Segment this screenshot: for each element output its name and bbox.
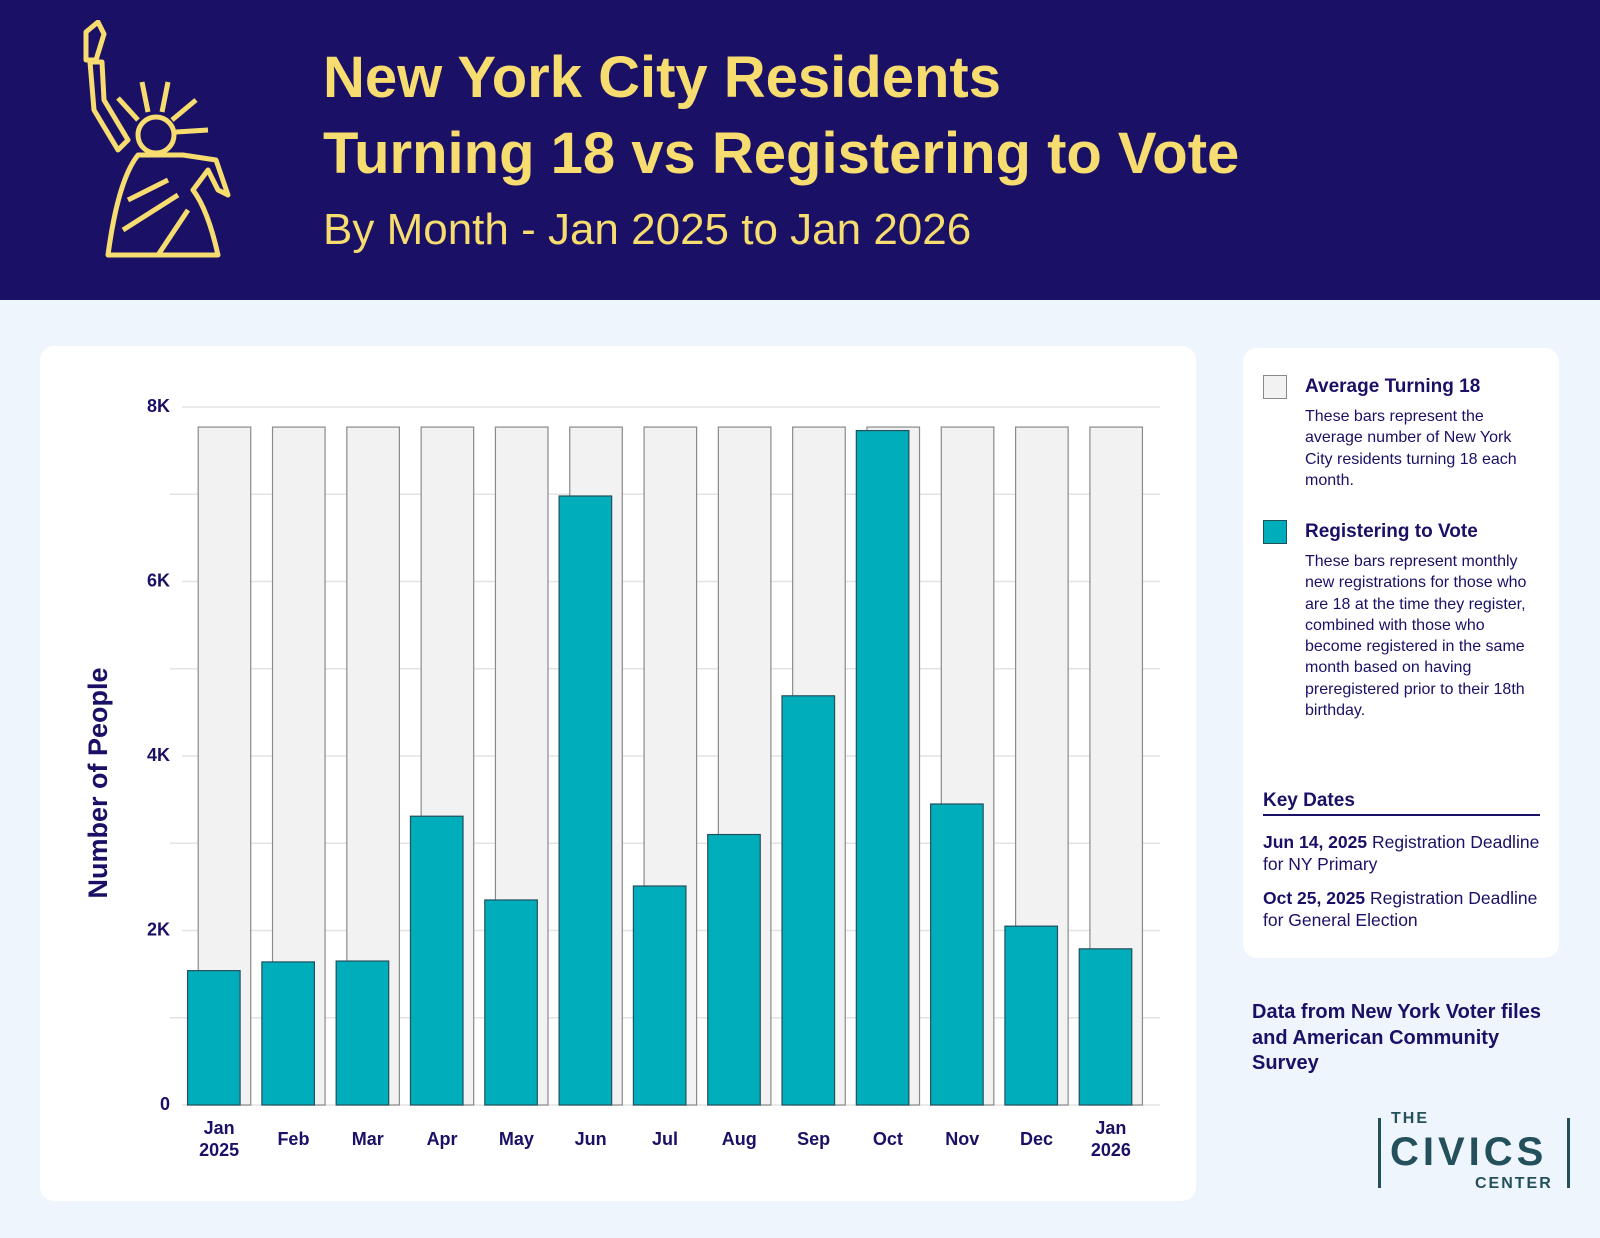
bar: [409, 815, 464, 1106]
bar: [1004, 925, 1059, 1106]
bar: [186, 970, 241, 1106]
x-tick-label: Apr: [426, 1129, 458, 1149]
x-tick-label: Jun: [574, 1129, 607, 1149]
x-tick-label: Oct: [872, 1129, 903, 1149]
logo-text: CIVICS: [1390, 1130, 1548, 1174]
legend-label: Average Turning 18: [1305, 376, 1481, 397]
bar: [335, 960, 390, 1106]
chart-subtitle: By Month - Jan 2025 to Jan 2026: [323, 205, 972, 254]
y-tick-label: 0: [160, 1094, 170, 1114]
bar: [632, 885, 687, 1106]
key-date-text: Registration Deadline for NY Primary: [1263, 832, 1540, 874]
bar: [558, 495, 613, 1106]
x-tick-label: May: [498, 1129, 534, 1149]
x-tick-label: Dec: [1020, 1129, 1054, 1149]
y-tick-label: 6K: [147, 570, 170, 590]
x-tick-label: Jul: [651, 1129, 678, 1149]
legend-swatch: [1263, 520, 1287, 544]
bar: [855, 429, 910, 1106]
key-date: Jun 14, 2025 Registration Deadline for N…: [1263, 832, 1548, 875]
logo-frame: [1378, 1118, 1570, 1188]
x-tick-label: Jan 2026: [1090, 1118, 1131, 1160]
y-axis-label: Number of People: [83, 667, 113, 898]
legend-card: [1243, 348, 1559, 958]
x-tick-label: Aug: [721, 1129, 757, 1149]
key-dates-title: Key Dates: [1263, 790, 1540, 816]
bar: [1078, 948, 1133, 1106]
chart-title: Turning 18 vs Registering to Vote: [323, 121, 1240, 186]
key-date: Oct 25, 2025 Registration Deadline for G…: [1263, 888, 1548, 931]
header: New York City Residents Turning 18 vs Re…: [0, 0, 1600, 300]
bar: [261, 961, 316, 1106]
y-tick-label: 2K: [147, 919, 170, 939]
bar: [484, 899, 538, 1106]
legend-swatch: [1263, 375, 1287, 399]
legend-description: These bars represent monthly new registr…: [1305, 553, 1527, 720]
statue-icon: [83, 20, 231, 258]
key-date-text: Registration Deadline for General Electi…: [1263, 888, 1538, 930]
y-tick-label: 4K: [147, 745, 170, 765]
x-tick-label: Jan 2025: [199, 1118, 240, 1160]
logo-text: THE: [1388, 1110, 1432, 1128]
chart-title: New York City Residents: [323, 45, 1001, 110]
key-date-date: Oct 25, 2025: [1263, 888, 1366, 908]
legend-label: Registering to Vote: [1305, 521, 1478, 542]
logo-text: CENTER: [1472, 1175, 1556, 1193]
bar: [781, 695, 836, 1106]
x-tick-label: Feb: [277, 1129, 310, 1149]
source-note: Data from New York Voter files and Ameri…: [1252, 1001, 1541, 1074]
key-date-date: Jun 14, 2025: [1263, 832, 1368, 852]
x-tick-label: Mar: [351, 1129, 384, 1149]
x-tick-label: Nov: [945, 1129, 980, 1149]
legend-description: These bars represent the average number …: [1305, 408, 1517, 489]
y-tick-label: 8K: [147, 396, 170, 416]
bar: [707, 833, 761, 1106]
bar: [930, 803, 984, 1106]
x-tick-label: Sep: [797, 1129, 831, 1149]
